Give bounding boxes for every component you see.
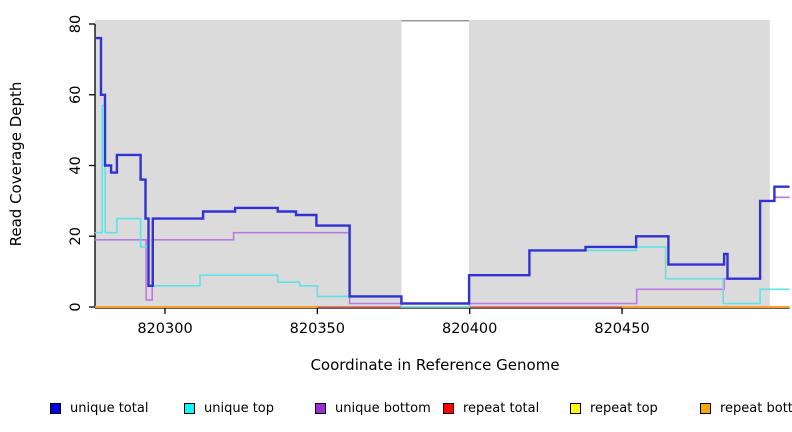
legend-label: unique bottom [335,400,431,416]
legend-label: repeat top [590,400,658,416]
legend-item-unique-total: unique total [50,398,148,418]
y-tick-label: 40 [68,156,84,174]
y-tick-label: 80 [68,15,84,33]
x-tick-label: 820350 [290,321,345,337]
y-tick-label: 20 [68,227,84,245]
x-tick-label: 820400 [442,321,497,337]
shaded-region [469,20,770,308]
y-tick-label: 60 [68,86,84,104]
legend-label: unique top [204,400,275,416]
y-axis-title: Read Coverage Depth [7,81,25,247]
legend-item-repeat-top: repeat top [570,398,658,418]
legend-swatch-icon [50,402,61,414]
series-unique-top [94,104,790,308]
legend-item-unique-top: unique top [184,398,274,418]
x-tick-label: 820450 [594,321,649,337]
legend-item-repeat-bottom: repeat bottom [700,398,792,418]
legend: unique total unique top unique bottom repea… [0,398,792,422]
legend-item-unique-bottom: unique bottom [315,398,431,418]
legend-label: repeat total [463,400,540,416]
y-tick-label: 0 [68,302,84,311]
legend-item-repeat-total: repeat total [443,398,539,418]
legend-swatch-icon [700,402,711,414]
legend-swatch-icon [443,402,454,414]
legend-swatch-icon [315,402,326,414]
x-axis-title: Coordinate in Reference Genome [310,356,560,374]
legend-label: unique total [70,400,149,416]
legend-label: repeat bottom [720,400,792,416]
legend-swatch-icon [184,402,195,414]
x-tick-label: 820300 [137,321,192,337]
legend-swatch-icon [570,402,581,414]
series-unique-total [94,36,790,305]
